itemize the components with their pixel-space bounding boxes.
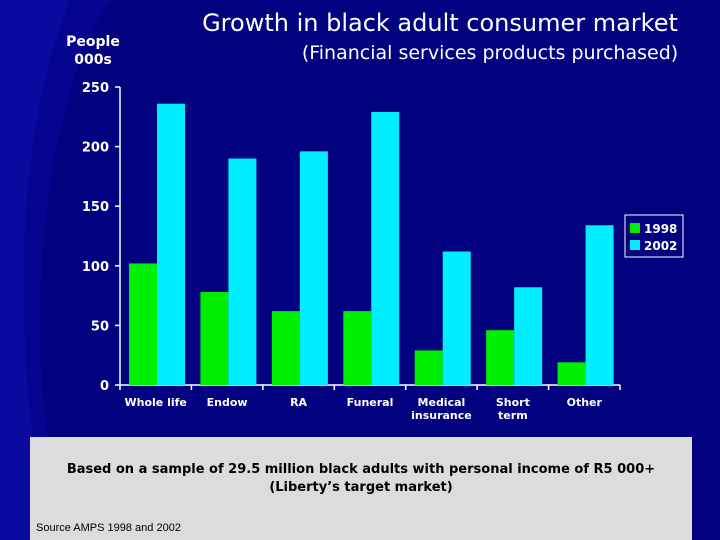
sample-note: Based on a sample of 29.5 million black … [30,461,692,497]
legend-swatch-1998 [630,223,640,233]
x-category-label: term [498,409,528,422]
source-note: Source AMPS 1998 and 2002 [36,522,181,534]
x-category-label: Short [496,396,530,409]
sample-note-line-2: (Liberty’s target market) [269,480,453,495]
sample-note-line-1: Based on a sample of 29.5 million black … [66,462,656,477]
bar-1998-4 [414,350,443,385]
bar-1998-6 [557,362,586,385]
legend-swatch-2002 [630,240,640,250]
x-category-label: Medical [418,396,466,409]
x-category-label: RA [290,396,307,409]
legend-box [624,214,684,258]
y-axis-label: People 000s [48,33,138,69]
bar-1998-2 [271,311,300,385]
y-tick-label: 50 [91,319,109,334]
bar-2002-1 [228,158,257,385]
bar-2002-5 [514,287,543,385]
y-tick-label: 250 [82,81,109,96]
bar-1998-5 [486,330,515,385]
note-box [30,437,692,515]
bar-2002-3 [371,112,400,386]
bar-2002-4 [442,251,471,385]
x-category-label: Other [567,396,603,409]
legend-label-1998: 1998 [644,222,677,236]
x-category-label: Endow [207,396,248,409]
y-axis-label-line-2: 000s [74,52,112,68]
x-category-label: Whole life [125,396,187,409]
y-tick-label: 100 [82,260,109,275]
x-category-label: Funeral [347,396,394,409]
legend-label-2002: 2002 [644,239,677,253]
slide-subtitle: (Financial services products purchased) [301,42,679,64]
x-category-label: insurance [411,409,472,422]
bar-1998-0 [129,263,157,385]
slide-title: Growth in black adult consumer market [202,9,678,37]
y-tick-label: 200 [82,141,109,156]
source-band [30,515,692,540]
y-tick-label: 0 [100,379,109,394]
bar-2002-0 [157,103,185,386]
y-axis-label-line-1: People [66,34,120,50]
bar-1998-1 [200,292,229,385]
bar-2002-6 [585,225,614,385]
bar-1998-3 [343,311,372,385]
bar-2002-2 [299,151,328,385]
y-tick-label: 150 [82,200,109,215]
